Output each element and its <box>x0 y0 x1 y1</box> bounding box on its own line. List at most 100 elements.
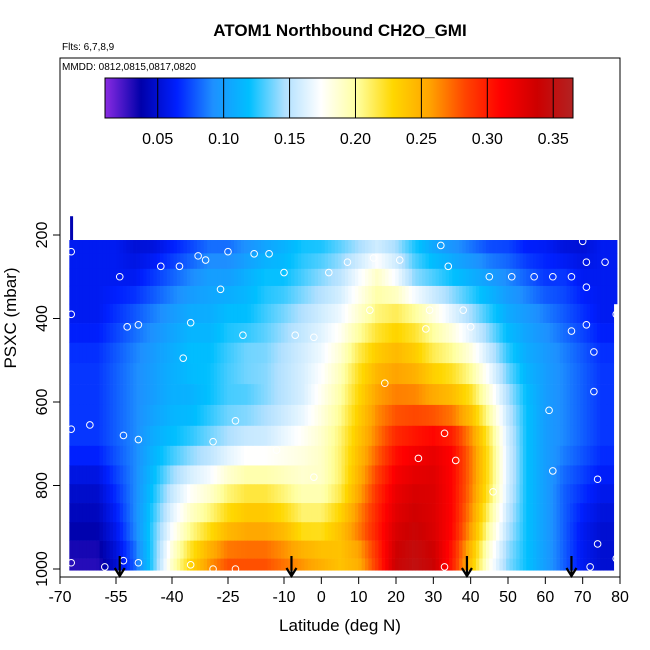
heatmap-cell <box>422 445 426 466</box>
heatmap-cell <box>438 540 443 559</box>
observation-point <box>485 272 494 281</box>
heatmap-cell <box>354 569 359 571</box>
heatmap-cell <box>472 522 477 541</box>
heatmap-cell <box>361 465 366 485</box>
heatmap-cell <box>412 522 416 541</box>
heatmap-cell <box>247 425 252 447</box>
heatmap-cell <box>72 540 77 559</box>
heatmap-cell <box>119 404 124 427</box>
heatmap-cell <box>163 484 168 504</box>
heatmap-cell <box>536 363 541 385</box>
heatmap-cell <box>455 445 460 466</box>
heatmap-cell <box>398 363 403 385</box>
heatmap-cell <box>197 404 201 427</box>
heatmap-cell <box>173 522 178 541</box>
heatmap-cell <box>485 445 490 466</box>
heatmap-cell <box>365 285 369 305</box>
heatmap-cell <box>489 503 494 523</box>
heatmap-cell <box>371 425 376 447</box>
heatmap-cell <box>183 342 188 364</box>
observation-point <box>101 563 109 571</box>
heatmap-cell <box>207 404 211 427</box>
heatmap-cell <box>415 503 420 523</box>
heatmap-cell <box>96 404 100 427</box>
heatmap-cell <box>526 268 531 287</box>
heatmap-cell <box>123 484 127 504</box>
heatmap-cell <box>230 240 235 254</box>
heatmap-cell <box>516 445 520 466</box>
heatmap-cell <box>442 363 447 385</box>
heatmap-cell <box>274 445 279 466</box>
heatmap-cell <box>328 268 332 287</box>
heatmap-cell <box>418 558 423 570</box>
heatmap-cell <box>536 240 541 254</box>
heatmap-cell <box>146 540 151 559</box>
observation-point <box>272 446 281 454</box>
heatmap-cell <box>129 540 134 559</box>
heatmap-cell <box>526 425 531 447</box>
heatmap-cell <box>270 484 275 504</box>
heatmap-cell <box>143 540 148 559</box>
heatmap-cell <box>244 503 248 523</box>
heatmap-cell <box>254 285 258 305</box>
heatmap-cell <box>297 363 302 385</box>
heatmap-cell <box>586 303 591 324</box>
heatmap-cell <box>559 323 564 344</box>
heatmap-cell <box>391 503 396 523</box>
heatmap-cell <box>277 425 282 447</box>
heatmap-cell <box>485 569 490 571</box>
heatmap-cell <box>533 363 537 385</box>
heatmap-cell <box>365 240 369 254</box>
heatmap-cell <box>72 323 77 344</box>
heatmap-cell <box>274 425 279 447</box>
heatmap-cell <box>217 558 221 570</box>
heatmap-cell <box>284 522 289 541</box>
heatmap-cell <box>123 540 127 559</box>
heatmap-cell <box>217 240 221 254</box>
heatmap-cell <box>274 342 279 364</box>
heatmap-cell <box>569 425 574 447</box>
heatmap-cell <box>119 540 124 559</box>
heatmap-cell <box>267 503 272 523</box>
heatmap-cell <box>489 285 494 305</box>
heatmap-cell <box>482 268 487 287</box>
heatmap-cell <box>583 484 588 504</box>
heatmap-cell <box>418 503 423 523</box>
heatmap-cell <box>408 540 413 559</box>
heatmap-cell <box>116 240 121 254</box>
heatmap-cell <box>250 445 255 466</box>
heatmap-cell <box>123 363 127 385</box>
heatmap-cell <box>76 558 80 570</box>
heatmap-cell <box>606 522 611 541</box>
heatmap-cell <box>197 558 201 570</box>
heatmap-cell <box>563 540 568 559</box>
heatmap-cell <box>176 285 181 305</box>
heatmap-cell <box>321 342 326 364</box>
heatmap-cell <box>166 503 171 523</box>
heatmap-cell <box>506 425 510 447</box>
heatmap-cell <box>334 404 339 427</box>
heatmap-cell <box>553 558 557 570</box>
heatmap-cell <box>193 240 198 254</box>
heatmap-cell <box>274 484 279 504</box>
heatmap-cell <box>119 384 124 406</box>
heatmap-cell <box>297 540 302 559</box>
heatmap-cell <box>160 268 164 287</box>
heatmap-cell <box>596 522 601 541</box>
heatmap-cell <box>449 522 453 541</box>
heatmap-cell <box>569 484 574 504</box>
heatmap-cell <box>82 484 87 504</box>
heatmap-cell <box>260 253 265 270</box>
heatmap-cell <box>247 569 252 571</box>
heatmap-cell <box>220 363 225 385</box>
heatmap-cell <box>576 522 581 541</box>
heatmap-cell <box>314 384 319 406</box>
heatmap-cell <box>136 323 141 344</box>
heatmap-cell <box>442 404 447 427</box>
heatmap-cell <box>415 384 420 406</box>
heatmap-cell <box>156 465 161 485</box>
heatmap-cell <box>260 484 265 504</box>
heatmap-cell <box>529 323 534 344</box>
heatmap-cell <box>485 303 490 324</box>
heatmap-cell <box>475 285 480 305</box>
